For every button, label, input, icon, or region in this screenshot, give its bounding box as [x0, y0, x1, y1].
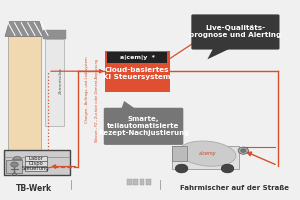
Text: Smarte,
teilautomatisierte
Rezept-Nachjustierung: Smarte, teilautomatisierte Rezept-Nachju… [98, 116, 189, 136]
FancyBboxPatch shape [6, 160, 22, 173]
Circle shape [175, 164, 188, 173]
Text: alcemy: alcemy [199, 151, 216, 156]
FancyBboxPatch shape [127, 179, 132, 185]
Text: Zementsilos: Zementsilos [59, 67, 63, 94]
FancyBboxPatch shape [107, 52, 167, 63]
FancyBboxPatch shape [191, 14, 280, 50]
FancyBboxPatch shape [172, 146, 239, 169]
FancyBboxPatch shape [146, 179, 151, 185]
Ellipse shape [179, 141, 236, 166]
FancyBboxPatch shape [105, 51, 170, 92]
Circle shape [221, 164, 234, 173]
Text: Steuerung: Steuerung [22, 166, 50, 171]
FancyBboxPatch shape [25, 161, 46, 166]
Text: Live-Qualitäts-
prognose und Alerting: Live-Qualitäts- prognose und Alerting [189, 25, 281, 38]
FancyBboxPatch shape [25, 156, 46, 161]
FancyBboxPatch shape [45, 39, 64, 126]
Text: Wasser-, PZ-, Zusätze oder Zement-Anpassung: Wasser-, PZ-, Zusätze oder Zement-Anpass… [94, 58, 99, 141]
Polygon shape [207, 48, 230, 59]
Text: Chargen-, Auftrags- und Ladesystem: Chargen-, Auftrags- und Ladesystem [85, 57, 89, 123]
Text: TB-Werk: TB-Werk [16, 184, 52, 193]
FancyBboxPatch shape [43, 30, 66, 39]
Polygon shape [12, 157, 22, 160]
FancyBboxPatch shape [133, 179, 138, 185]
Circle shape [238, 147, 248, 154]
FancyBboxPatch shape [172, 146, 187, 161]
Polygon shape [5, 22, 44, 36]
FancyBboxPatch shape [8, 36, 41, 156]
Circle shape [11, 162, 18, 167]
Text: Dispo: Dispo [28, 161, 43, 166]
FancyBboxPatch shape [25, 167, 46, 171]
Text: Fahrmischer auf der Straße: Fahrmischer auf der Straße [180, 185, 289, 191]
Text: Labor: Labor [28, 156, 43, 161]
FancyBboxPatch shape [140, 179, 144, 185]
Polygon shape [121, 101, 136, 109]
Text: a|cem|y  *: a|cem|y * [120, 55, 154, 60]
Circle shape [241, 149, 246, 152]
Text: Cloud-basiertes
KI Steuersystem: Cloud-basiertes KI Steuersystem [103, 67, 171, 80]
FancyBboxPatch shape [4, 150, 70, 175]
FancyBboxPatch shape [104, 108, 183, 145]
